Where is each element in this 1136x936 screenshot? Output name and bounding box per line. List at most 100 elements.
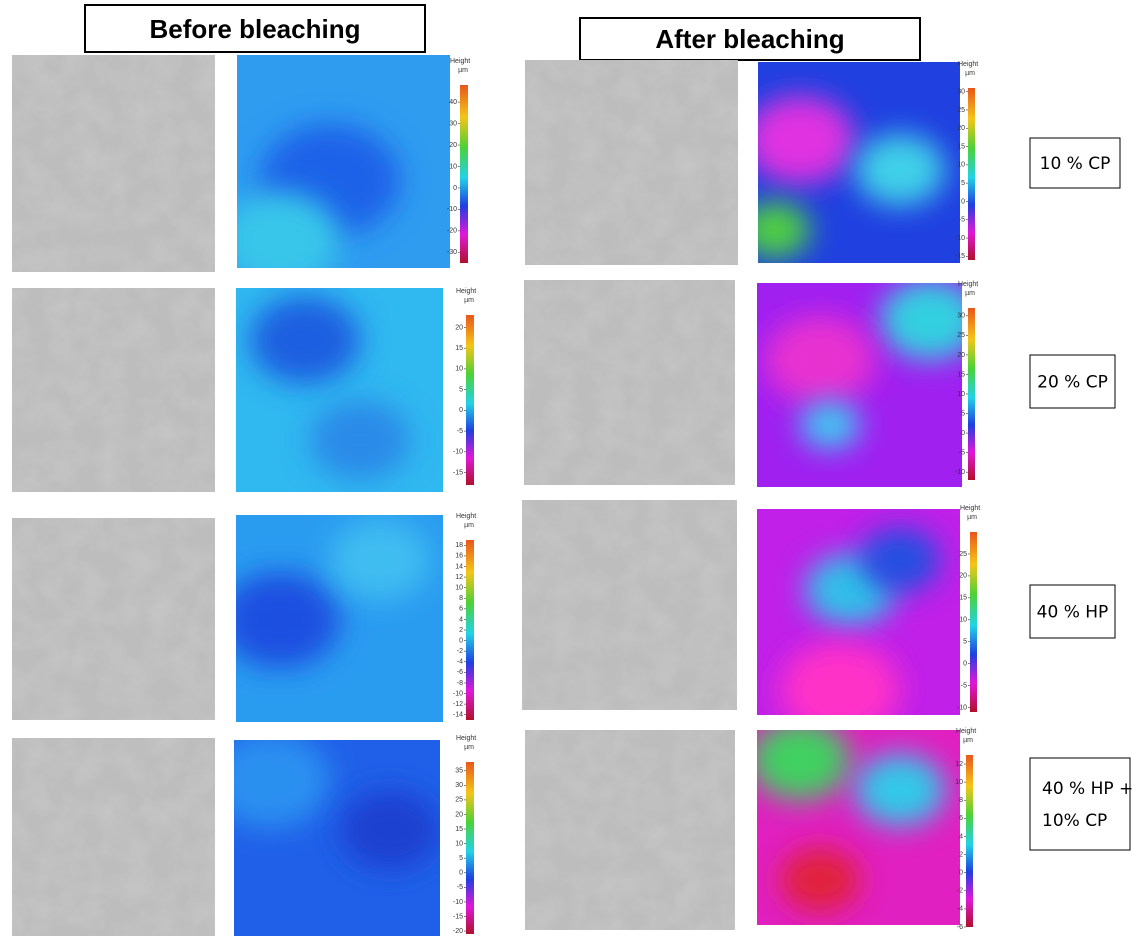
map-blob [855,754,945,826]
map-blob [220,192,340,288]
height-map [210,732,440,936]
colorbar-tick-label: -5 [457,884,463,891]
colorbar-tick-label: 5 [961,410,965,417]
colorbar-title: Height [456,735,476,742]
row-label: 40 % HP [1037,603,1109,623]
height-map [220,55,450,288]
colorbar-tick-label: -10 [453,899,463,906]
colorbar-tick-label: 0 [963,661,967,668]
colorbar-tick-label: 0 [959,870,963,877]
colorbar-tick-label: 14 [455,563,463,570]
colorbar-tick-label: 0 [459,870,463,877]
colorbar-tick-label: 20 [959,573,967,580]
height-map [220,515,443,722]
colorbar-tick-label: -10 [453,449,463,456]
colorbar-tick-label: -6 [957,924,963,931]
map-blob [750,720,850,800]
colorbar-tick-label: 30 [449,120,457,127]
header-after: After bleaching [655,24,844,54]
colorbar-tick-label: -10 [955,235,965,242]
colorbar-tick-label: -2 [457,648,463,655]
colorbar-tick-label: 40 [449,99,457,106]
colorbar-tick-label: -5 [959,217,965,224]
header-before: Before bleaching [150,14,361,44]
label-box [1030,758,1130,850]
colorbar-tick-label: 10 [455,840,463,847]
colorbar-tick-label: 4 [459,616,463,623]
colorbar [970,532,977,712]
colorbar-tick-label: 5 [459,386,463,393]
colorbar-tick-label: 0 [459,407,463,414]
row-label: 20 % CP [1037,373,1108,393]
map-blob [780,642,900,738]
colorbar-tick-label: -10 [447,206,457,213]
map-blob [860,528,940,592]
colorbar-unit: µm [464,744,474,751]
surface-texture [524,280,735,485]
colorbar-tick-label: 25 [959,551,967,558]
map-blob [210,732,330,828]
colorbar-tick-label: 2 [459,627,463,634]
map-blob [310,400,410,480]
colorbar-tick-label: 0 [961,430,965,437]
colorbar-tick-label: 30 [957,89,965,96]
colorbar-tick-label: 15 [957,371,965,378]
colorbar-tick-label: 15 [455,826,463,833]
colorbar-tick-label: -4 [957,906,963,913]
colorbar-unit: µm [963,737,973,744]
colorbar-tick-label: -14 [453,712,463,719]
colorbar-tick-label: -5 [457,428,463,435]
colorbar-tick-label: 10 [957,162,965,169]
colorbar-tick-label: -15 [955,253,965,260]
colorbar-unit: µm [965,70,975,77]
map-blob [745,96,855,184]
colorbar-tick-label: 15 [957,143,965,150]
colorbar-tick-label: 20 [455,324,463,331]
colorbar-tick-label: -15 [453,913,463,920]
colorbar-tick-label: 30 [455,782,463,789]
colorbar-tick-label: -5 [959,449,965,456]
colorbar-tick-label: -12 [453,701,463,708]
colorbar-tick-label: 10 [455,366,463,373]
colorbar-tick-label: 6 [459,606,463,613]
colorbar [966,755,973,927]
colorbar-title: Height [956,728,976,735]
surface-texture [12,518,215,720]
colorbar-tick-label: 0 [459,637,463,644]
colorbar-tick-label: -5 [961,683,967,690]
colorbar-tick-label: 10 [957,391,965,398]
colorbar-tick-label: -20 [447,228,457,235]
colorbar-tick-label: -6 [457,669,463,676]
colorbar-tick-label: 25 [957,332,965,339]
colorbar-tick-label: 15 [455,345,463,352]
colorbar-tick-label: 15 [959,595,967,602]
colorbar-tick-label: 20 [449,142,457,149]
surface-texture [525,730,735,930]
colorbar-tick-label: 2 [959,851,963,858]
colorbar-tick-label: -10 [957,704,967,711]
colorbar-tick-label: 16 [455,553,463,560]
colorbar [968,88,975,260]
map-blob [740,202,810,258]
colorbar-unit: µm [967,514,977,521]
colorbar-tick-label: -15 [453,469,463,476]
surface-texture [12,288,215,492]
colorbar [466,315,474,485]
colorbar-tick-label: 10 [955,779,963,786]
colorbar-tick-label: -30 [447,249,457,256]
colorbar-tick-label: 20 [455,811,463,818]
colorbar-tick-label: -10 [955,469,965,476]
colorbar-tick-label: 10 [959,617,967,624]
colorbar-unit: µm [464,297,474,304]
map-blob [780,848,860,912]
height-map [757,280,980,487]
colorbar [466,762,474,934]
map-blob [855,134,945,206]
colorbar-tick-label: 5 [963,639,967,646]
map-blob [250,296,360,384]
colorbar-tick-label: 25 [957,107,965,114]
colorbar-unit: µm [965,290,975,297]
surface-texture [522,500,737,710]
colorbar [466,540,474,720]
colorbar-tick-label: 30 [957,313,965,320]
